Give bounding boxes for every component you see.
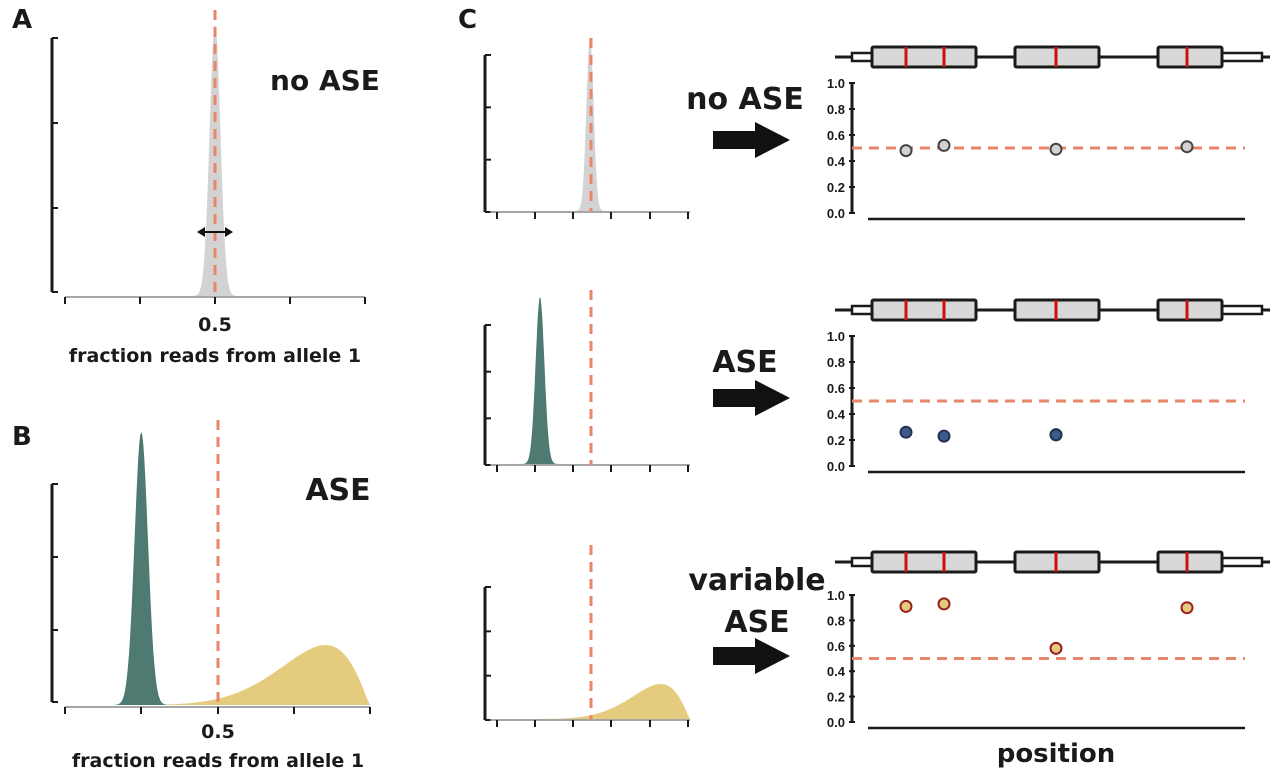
gene-utr-3 [1218, 51, 1264, 63]
gene-exon-3 [1156, 45, 1224, 69]
gene-exon-1 [870, 298, 978, 322]
data-point [899, 144, 913, 158]
data-point [937, 138, 951, 152]
y-tick-label: 0.2 [827, 690, 845, 705]
data-point [1049, 641, 1063, 655]
data-point [937, 429, 951, 443]
y-tick-label: 0.4 [827, 664, 846, 679]
gene-exon-3 [1156, 550, 1224, 574]
panel-b-label: ASE [305, 473, 370, 508]
y-tick-label: 1.0 [827, 588, 845, 603]
panel-letter-c: C [458, 5, 477, 35]
y-tick-label: 0.4 [827, 407, 846, 422]
data-point [899, 425, 913, 439]
data-point [1180, 601, 1194, 615]
y-tick-label: 0.8 [827, 355, 845, 370]
panel-b-density-ase [65, 432, 370, 705]
data-point [1049, 428, 1063, 442]
data-point [899, 599, 913, 613]
y-tick-label: 0.2 [827, 180, 845, 195]
y-tick-label: 1.0 [827, 76, 845, 91]
y-tick-label: 0.0 [827, 459, 845, 474]
panel-c-xlabel: position [997, 739, 1116, 769]
row-2-arrow-icon [713, 380, 790, 416]
panel-b-tick-0.5: 0.5 [201, 721, 235, 743]
panel-letter-b: B [12, 422, 32, 452]
gene-utr-3 [1218, 556, 1264, 568]
y-tick-label: 0.0 [827, 206, 845, 221]
small-plot-3-density [490, 684, 690, 719]
y-tick-label: 0.2 [827, 433, 845, 448]
y-tick-label: 0.6 [827, 128, 845, 143]
y-tick-label: 1.0 [827, 329, 845, 344]
row-3-label: variable [688, 563, 825, 598]
y-tick-label: 0.6 [827, 639, 845, 654]
y-tick-label: 0.8 [827, 102, 845, 117]
row-1-label: no ASE [686, 82, 804, 117]
data-point [1180, 140, 1194, 154]
gene-exon-1 [870, 550, 978, 574]
row-2-label: ASE [712, 345, 777, 380]
panel-a-density-no-ase [65, 24, 365, 296]
row-3-label: ASE [724, 605, 789, 640]
gene-exon-1 [870, 45, 978, 69]
panel-a-tick-0.5: 0.5 [198, 314, 232, 336]
y-tick-label: 0.8 [827, 613, 845, 628]
gene-utr-3 [1218, 304, 1264, 316]
row-1-arrow-icon [713, 122, 790, 158]
data-point [1049, 142, 1063, 156]
y-tick-label: 0.4 [827, 154, 846, 169]
y-tick-label: 0.0 [827, 715, 845, 730]
data-point [937, 597, 951, 611]
panel-a-xlabel: fraction reads from allele 1 [69, 345, 361, 367]
panel-b-xlabel: fraction reads from allele 1 [72, 750, 364, 772]
gene-exon-3 [1156, 298, 1224, 322]
panel-b-density-variable [65, 645, 370, 705]
y-tick-label: 0.6 [827, 381, 845, 396]
panel-letter-a: A [12, 5, 32, 35]
width-arrowheads [197, 227, 233, 237]
panel-a-label: no ASE [270, 64, 380, 97]
small-plot-2-density [490, 297, 690, 464]
row-3-arrow-icon [713, 638, 790, 674]
